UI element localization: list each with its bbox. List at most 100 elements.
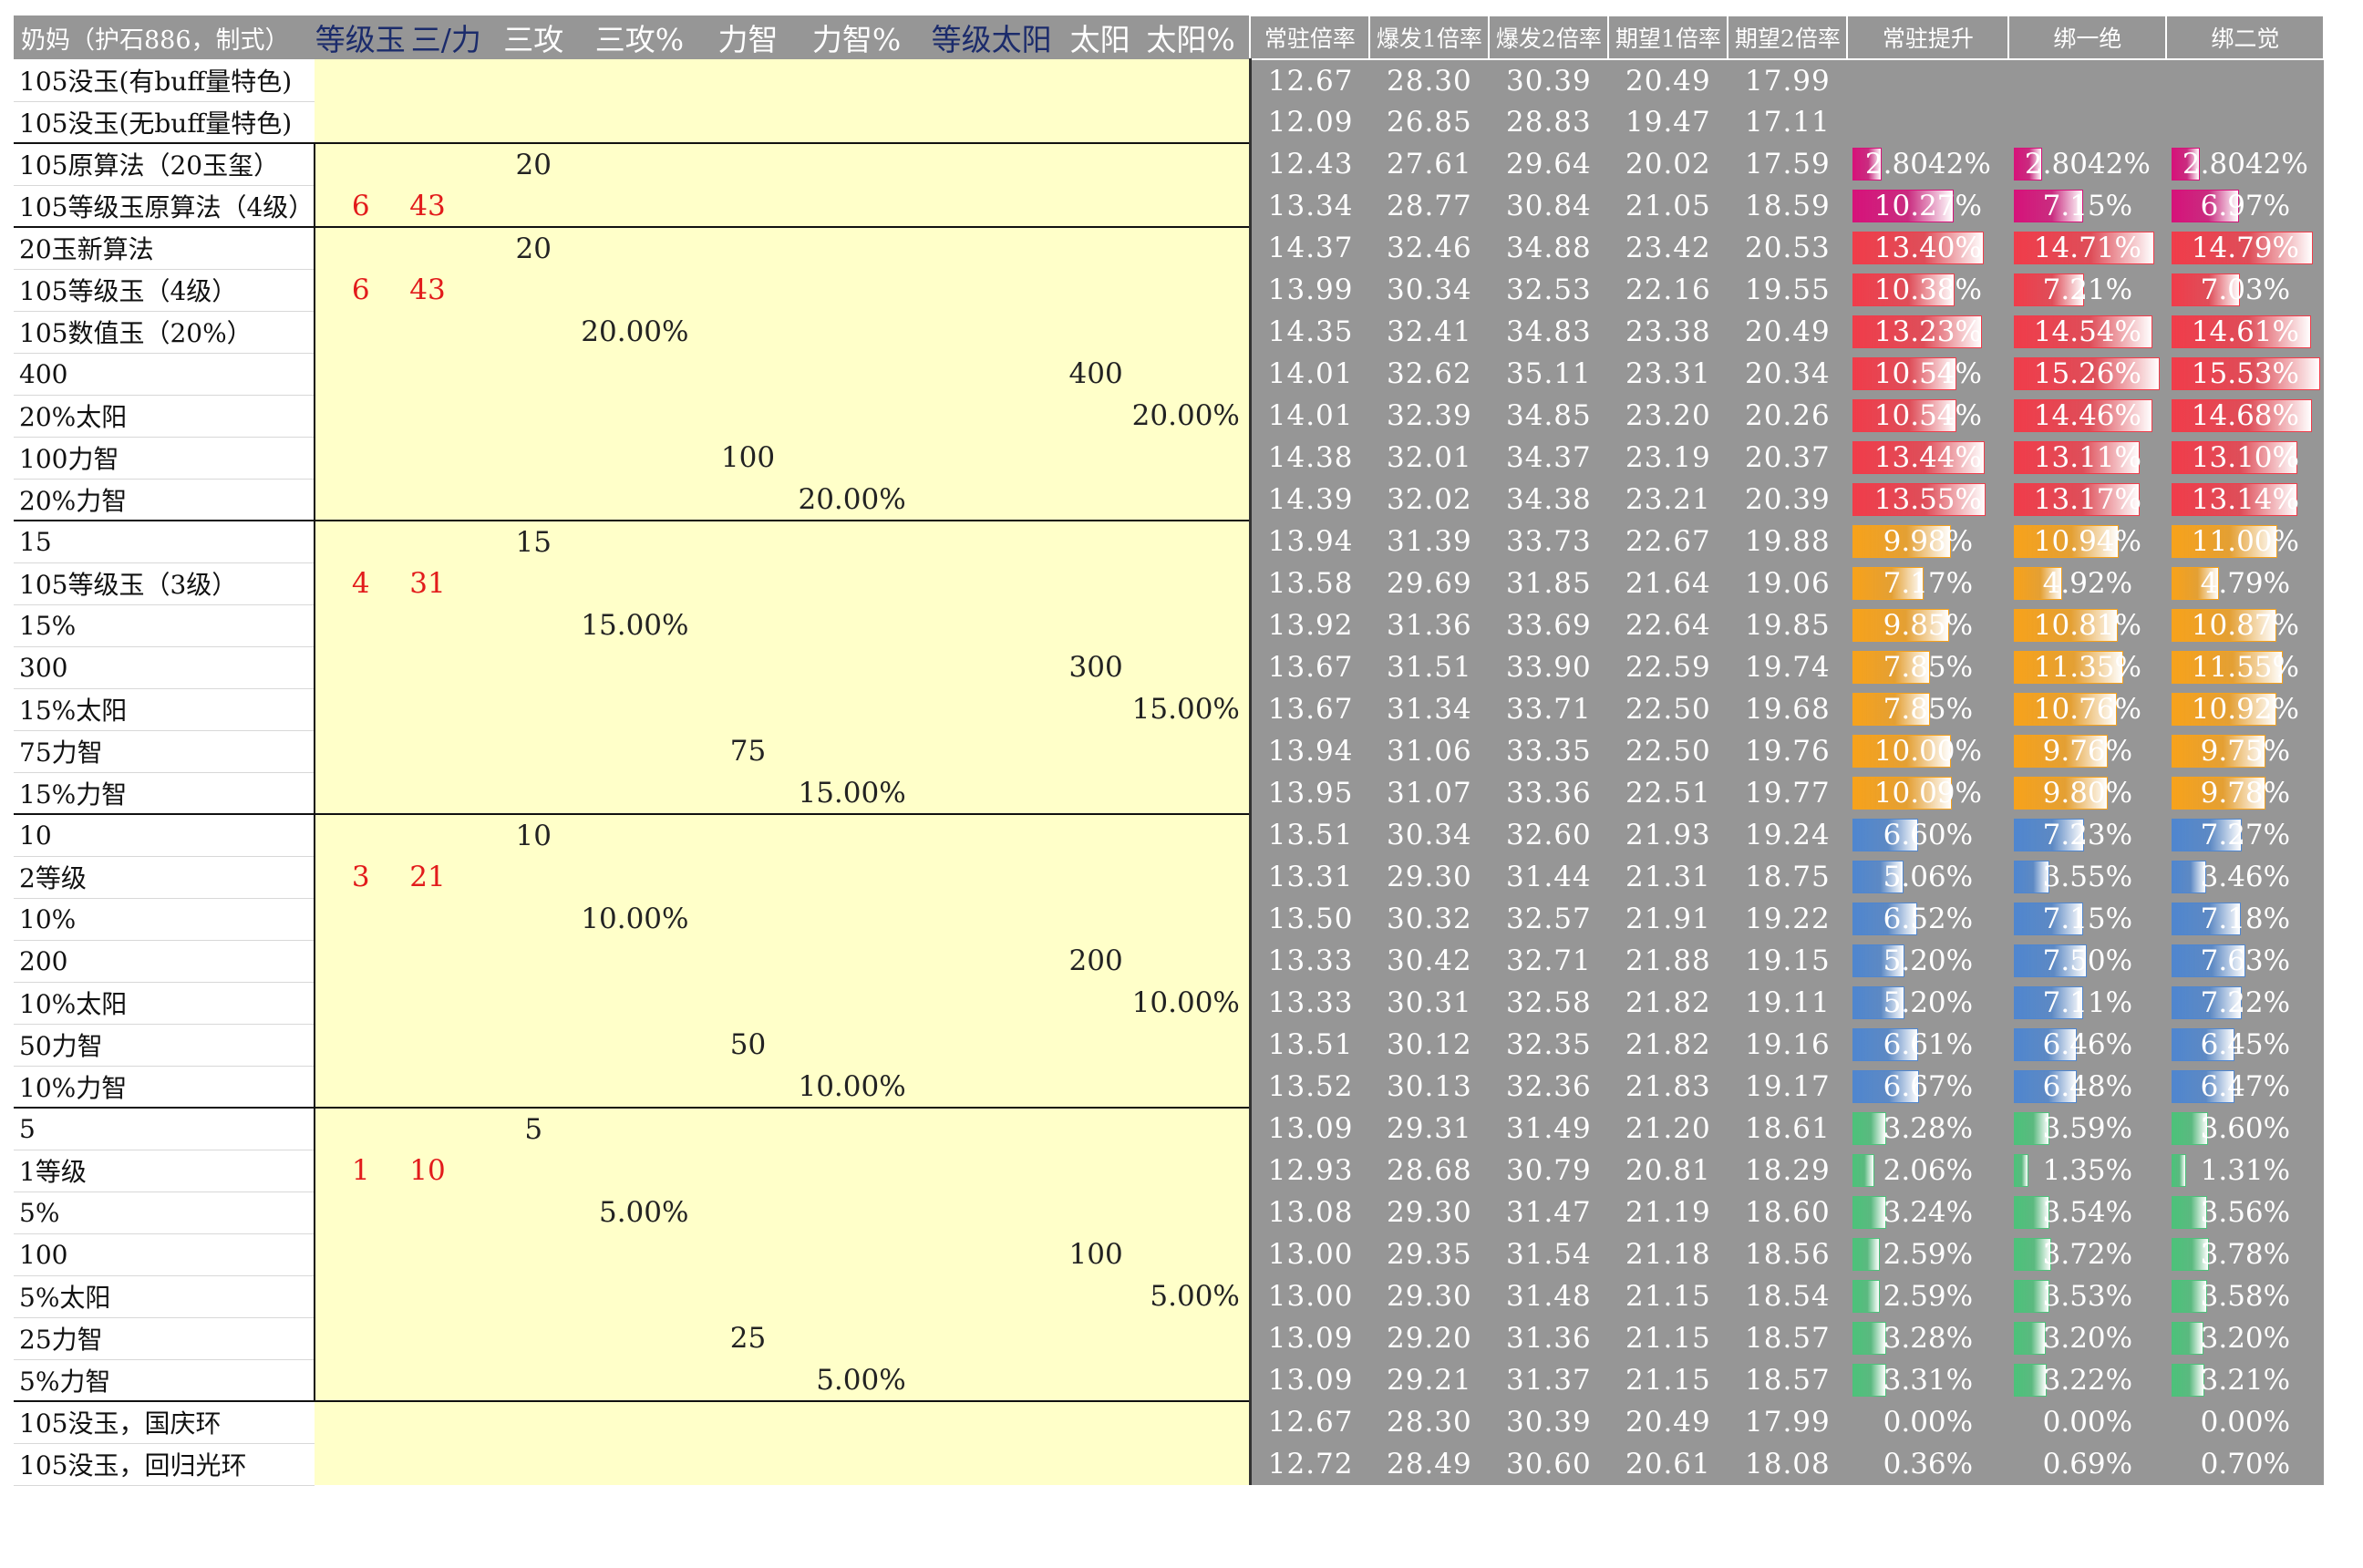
row-label-cell[interactable]: 75力智: [14, 730, 316, 773]
param-cell[interactable]: [581, 59, 698, 101]
metric-value-cell[interactable]: 28.68: [1369, 1150, 1490, 1191]
improvement-databar-cell[interactable]: 3.20%: [2008, 1317, 2167, 1359]
param-cell[interactable]: [1068, 437, 1132, 479]
param-cell[interactable]: [486, 730, 582, 772]
param-cell[interactable]: 200: [1068, 940, 1132, 982]
improvement-databar-cell[interactable]: 6.60%: [1847, 814, 2009, 856]
param-cell[interactable]: [697, 856, 799, 898]
improvement-databar-cell[interactable]: 7.17%: [1847, 562, 2009, 604]
metric-value-cell[interactable]: 13.95: [1248, 772, 1370, 814]
metric-value-cell[interactable]: 23.38: [1608, 311, 1728, 353]
row-label-cell[interactable]: 105等级玉（4级）: [14, 269, 316, 312]
param-cell[interactable]: [1068, 1191, 1132, 1233]
metric-value-cell[interactable]: 28.30: [1369, 1401, 1490, 1443]
improvement-databar-cell[interactable]: 2.8042%: [1847, 143, 2009, 185]
metric-value-cell[interactable]: 34.38: [1489, 479, 1609, 521]
improvement-databar-cell[interactable]: 2.59%: [1847, 1233, 2009, 1275]
row-label-cell[interactable]: 5%力智: [14, 1359, 316, 1402]
metric-value-cell[interactable]: 20.49: [1728, 311, 1848, 353]
improvement-databar-cell[interactable]: 9.76%: [2008, 730, 2167, 772]
param-cell[interactable]: [486, 562, 582, 604]
improvement-databar-cell[interactable]: 2.59%: [1847, 1275, 2009, 1317]
metric-value-cell[interactable]: 21.93: [1608, 814, 1728, 856]
param-cell[interactable]: [697, 646, 799, 688]
metric-value-cell[interactable]: 13.51: [1248, 814, 1370, 856]
improvement-databar-cell[interactable]: 6.61%: [1847, 1024, 2009, 1066]
metric-value-cell[interactable]: 21.31: [1608, 856, 1728, 898]
metric-value-cell[interactable]: 31.44: [1489, 856, 1609, 898]
metric-value-cell[interactable]: 32.39: [1369, 395, 1490, 437]
metric-value-cell[interactable]: 22.51: [1608, 772, 1728, 814]
param-cell[interactable]: [798, 101, 915, 143]
header-metric-cell[interactable]: 绑二觉: [2165, 15, 2326, 60]
row-label-cell[interactable]: 15: [14, 520, 316, 563]
param-cell[interactable]: [1131, 1359, 1251, 1402]
param-cell[interactable]: [1131, 520, 1251, 562]
param-cell[interactable]: [697, 1443, 799, 1485]
metric-value-cell[interactable]: 27.61: [1369, 143, 1490, 185]
row-label-cell[interactable]: 15%太阳: [14, 688, 316, 731]
param-cell[interactable]: [486, 898, 582, 940]
improvement-databar-cell[interactable]: 6.67%: [1847, 1066, 2009, 1108]
metric-value-cell[interactable]: 30.39: [1489, 59, 1609, 101]
param-cell[interactable]: [914, 185, 1068, 228]
metric-value-cell[interactable]: 33.36: [1489, 772, 1609, 814]
metric-value-cell[interactable]: 17.99: [1728, 1401, 1848, 1443]
param-cell[interactable]: 6: [315, 185, 407, 228]
metric-value-cell[interactable]: 12.09: [1248, 101, 1370, 143]
param-cell[interactable]: [1131, 604, 1251, 646]
improvement-databar-cell[interactable]: 4.92%: [2008, 562, 2167, 604]
row-label-cell[interactable]: 20%力智: [14, 479, 316, 521]
metric-value-cell[interactable]: 19.55: [1728, 269, 1848, 311]
metric-value-cell[interactable]: 30.34: [1369, 814, 1490, 856]
param-cell[interactable]: [798, 604, 915, 646]
param-cell[interactable]: [914, 982, 1068, 1024]
metric-value-cell[interactable]: 13.31: [1248, 856, 1370, 898]
param-cell[interactable]: 10.00%: [581, 898, 698, 940]
param-cell[interactable]: [798, 940, 915, 982]
param-cell[interactable]: 1: [315, 1150, 407, 1191]
param-cell[interactable]: [581, 353, 698, 395]
param-cell[interactable]: [486, 59, 582, 101]
metric-value-cell[interactable]: 12.72: [1248, 1443, 1370, 1485]
metric-value-cell[interactable]: 30.79: [1489, 1150, 1609, 1191]
param-cell[interactable]: [581, 856, 698, 898]
param-cell[interactable]: [1068, 604, 1132, 646]
param-cell[interactable]: [1068, 856, 1132, 898]
metric-value-cell[interactable]: 13.52: [1248, 1066, 1370, 1108]
metric-value-cell[interactable]: 21.15: [1608, 1317, 1728, 1359]
improvement-databar-cell[interactable]: 7.15%: [2008, 898, 2167, 940]
metric-value-cell[interactable]: 19.88: [1728, 521, 1848, 562]
param-cell[interactable]: [1068, 562, 1132, 604]
param-cell[interactable]: [1068, 730, 1132, 772]
param-cell[interactable]: [315, 1066, 407, 1109]
improvement-databar-cell[interactable]: 3.22%: [2008, 1359, 2167, 1401]
param-cell[interactable]: [406, 353, 487, 395]
param-cell[interactable]: [406, 898, 487, 940]
param-cell[interactable]: [486, 1275, 582, 1317]
param-cell[interactable]: [697, 269, 799, 311]
improvement-databar-cell[interactable]: 7.63%: [2166, 940, 2325, 982]
param-cell[interactable]: [1068, 101, 1132, 143]
metric-value-cell[interactable]: 28.77: [1369, 185, 1490, 227]
improvement-databar-cell[interactable]: 1.31%: [2166, 1150, 2325, 1191]
metric-value-cell[interactable]: 13.00: [1248, 1233, 1370, 1275]
metric-value-cell[interactable]: 18.54: [1728, 1275, 1848, 1317]
metric-value-cell[interactable]: 13.09: [1248, 1317, 1370, 1359]
improvement-databar-cell[interactable]: 3.59%: [2008, 1108, 2167, 1150]
param-cell[interactable]: 10.00%: [1131, 982, 1251, 1024]
param-cell[interactable]: [315, 604, 407, 646]
row-label-cell[interactable]: 15%力智: [14, 772, 316, 815]
row-label-cell[interactable]: 10%: [14, 898, 316, 941]
param-cell[interactable]: [1131, 269, 1251, 311]
param-cell[interactable]: [406, 813, 487, 856]
improvement-databar-cell[interactable]: 14.61%: [2166, 311, 2325, 353]
param-cell[interactable]: [581, 269, 698, 311]
metric-value-cell[interactable]: 32.57: [1489, 898, 1609, 940]
param-cell[interactable]: [798, 520, 915, 562]
param-cell[interactable]: [315, 940, 407, 982]
param-cell[interactable]: [697, 562, 799, 604]
metric-value-cell[interactable]: 32.36: [1489, 1066, 1609, 1108]
param-cell[interactable]: [697, 101, 799, 143]
param-cell[interactable]: [315, 730, 407, 772]
